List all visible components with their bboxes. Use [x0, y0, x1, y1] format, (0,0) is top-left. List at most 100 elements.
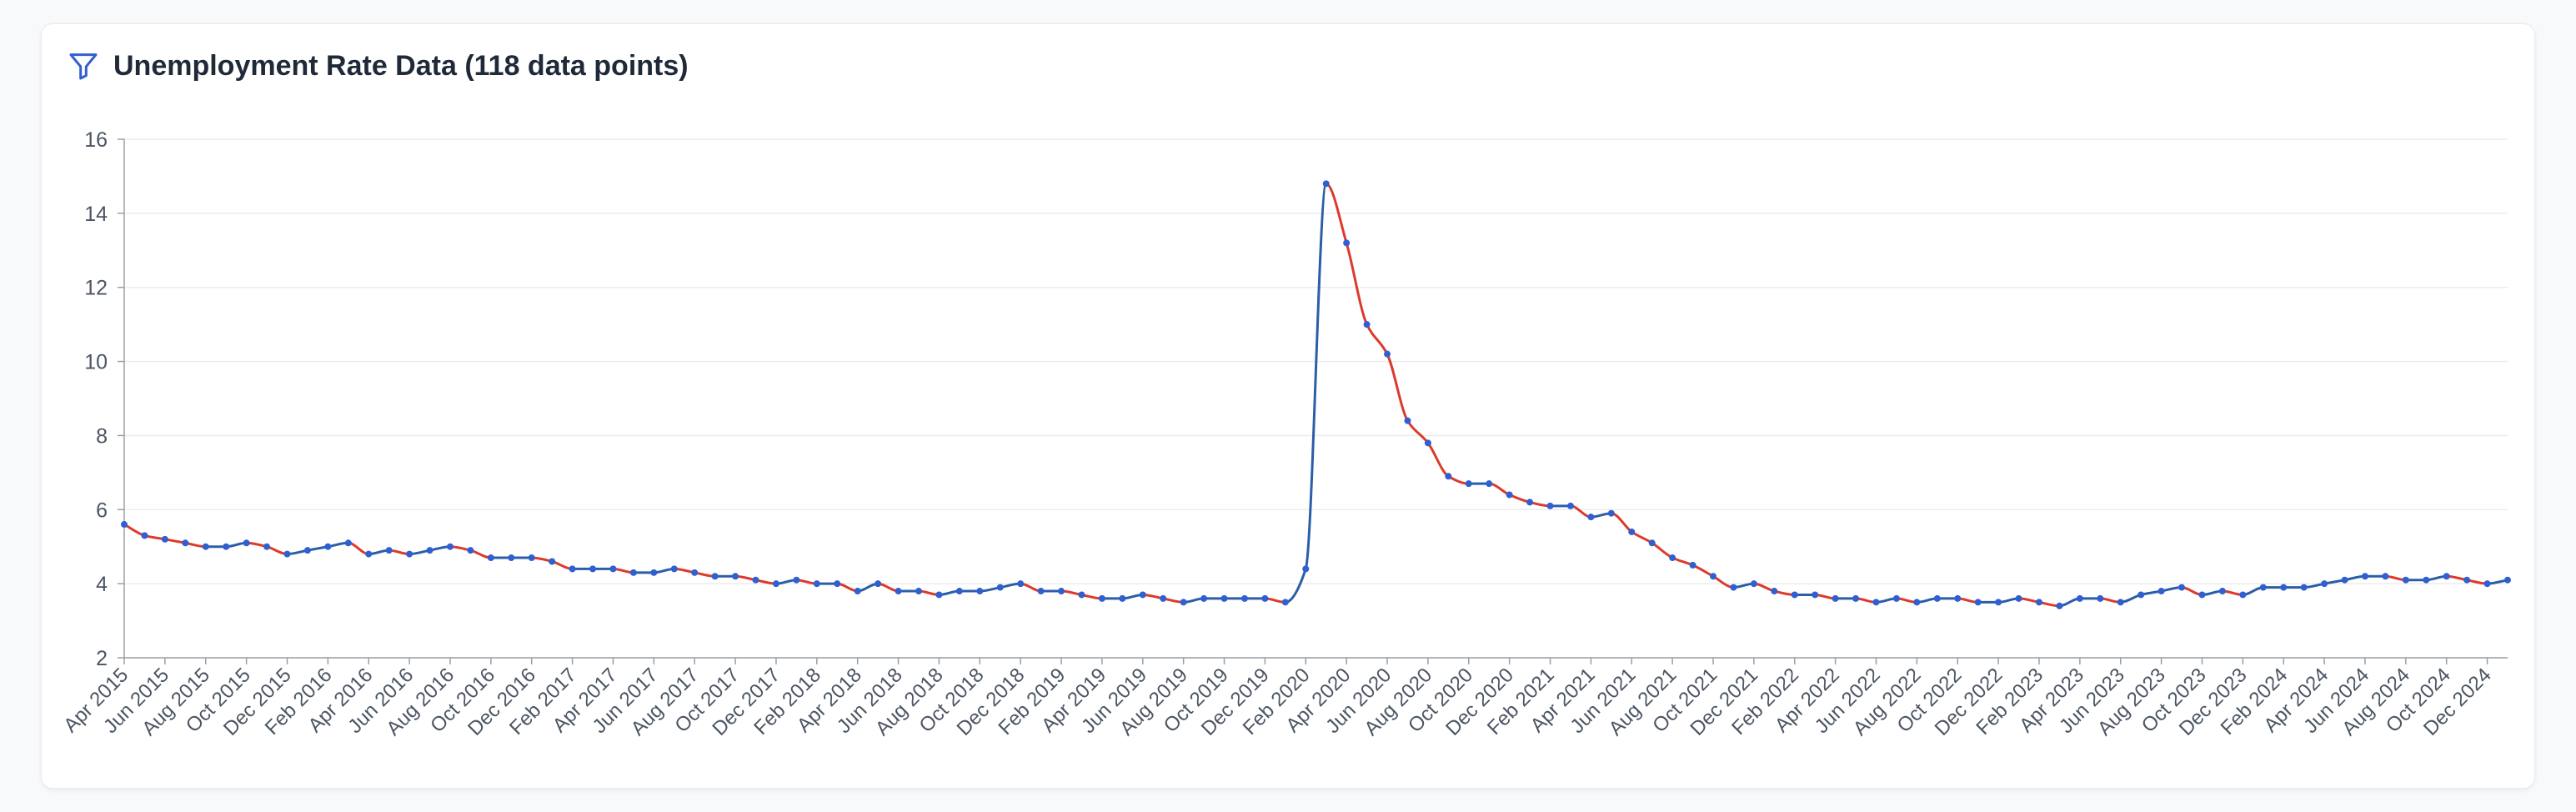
data-point: [2239, 591, 2247, 599]
data-point: [1424, 439, 1431, 447]
data-point: [691, 569, 699, 576]
data-point: [732, 573, 739, 580]
y-tick-label: 10: [84, 351, 108, 374]
data-point: [895, 588, 902, 595]
data-point: [1995, 599, 2002, 606]
data-point: [609, 565, 617, 573]
data-point: [1791, 591, 1798, 599]
data-point: [1730, 584, 1737, 591]
line-segment: [1304, 182, 1328, 570]
data-point: [528, 554, 535, 562]
data-point: [854, 588, 861, 595]
data-point: [1832, 594, 1839, 602]
card-header: Unemployment Rate Data (118 data points): [67, 49, 689, 83]
data-point: [2423, 576, 2430, 584]
data-point: [487, 554, 494, 562]
data-point: [915, 588, 922, 595]
data-point: [1689, 561, 1696, 569]
data-point: [1240, 594, 1248, 602]
line-segment: [1630, 530, 1654, 544]
data-point: [834, 580, 841, 588]
data-point: [935, 591, 943, 599]
data-point: [283, 550, 291, 558]
filter-icon: [69, 53, 98, 80]
data-point: [549, 558, 556, 565]
line-segment: [1651, 541, 1674, 559]
data-point: [344, 539, 352, 547]
data-point: [2402, 576, 2409, 584]
y-tick-label: 6: [96, 499, 108, 522]
data-point: [1098, 594, 1105, 602]
data-point: [2035, 599, 2042, 606]
data-point: [2382, 573, 2389, 580]
data-point: [223, 543, 230, 550]
data-point: [1220, 594, 1228, 602]
data-point: [303, 547, 311, 554]
data-point: [365, 550, 373, 558]
line-segment: [1386, 353, 1409, 423]
data-point: [2280, 584, 2288, 591]
data-point: [161, 535, 168, 543]
data-point: [1261, 594, 1269, 602]
y-tick-label: 14: [84, 203, 108, 226]
data-point: [2300, 584, 2308, 591]
data-point: [202, 543, 209, 550]
data-point: [243, 539, 250, 547]
data-point: [2158, 588, 2165, 595]
data-point: [1546, 502, 1554, 509]
data-point: [2218, 588, 2226, 595]
data-point: [1384, 350, 1391, 358]
line-segment: [1426, 441, 1450, 478]
data-point: [1954, 594, 1962, 602]
y-tick-label: 2: [96, 647, 108, 670]
data-point: [2076, 594, 2083, 602]
line-segment: [1610, 512, 1633, 534]
data-point: [508, 554, 515, 562]
y-tick-label: 4: [96, 573, 108, 596]
data-point: [1037, 588, 1045, 595]
line-segment: [1366, 323, 1389, 356]
data-point: [650, 569, 658, 576]
data-point: [2198, 591, 2206, 599]
data-point: [1526, 499, 1534, 506]
data-point: [711, 573, 719, 580]
data-point: [589, 565, 597, 573]
data-point: [1322, 180, 1330, 188]
line-segment: [1691, 564, 1715, 578]
y-tick-label: 8: [96, 424, 108, 448]
data-point: [1119, 594, 1126, 602]
line-segment: [1569, 504, 1592, 519]
data-point: [2341, 576, 2348, 584]
data-point: [1465, 480, 1472, 488]
data-point: [629, 569, 637, 576]
data-point: [2097, 594, 2104, 602]
data-point: [875, 580, 882, 588]
line-segment: [347, 541, 370, 556]
data-point: [426, 547, 434, 554]
data-point: [1566, 502, 1574, 509]
data-point: [1445, 473, 1452, 480]
data-point: [1933, 594, 1941, 602]
data-point: [2178, 584, 2186, 591]
data-point: [1281, 599, 1289, 606]
data-point: [2504, 576, 2511, 584]
data-point: [1974, 599, 1982, 606]
data-point: [1587, 514, 1595, 521]
data-point: [996, 584, 1004, 591]
data-point: [1710, 573, 1716, 580]
data-point: [467, 547, 474, 554]
data-point: [2137, 591, 2145, 599]
data-point: [772, 580, 779, 588]
data-point: [1058, 588, 1065, 595]
data-point: [1628, 528, 1636, 535]
data-point: [141, 532, 148, 539]
data-point: [1607, 509, 1615, 517]
data-point: [2463, 576, 2471, 584]
data-point: [1913, 599, 1921, 606]
data-point: [670, 565, 678, 573]
data-point: [1200, 594, 1208, 602]
data-point: [1078, 591, 1085, 599]
data-point: [2259, 584, 2267, 591]
data-point: [793, 576, 800, 584]
data-point: [1343, 239, 1351, 247]
